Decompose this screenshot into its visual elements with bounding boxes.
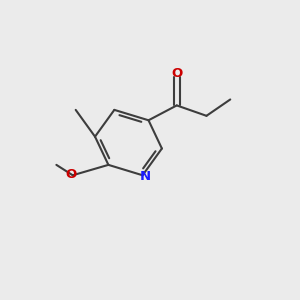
Text: O: O [66,168,77,181]
Text: N: N [140,170,151,183]
Text: O: O [171,67,182,80]
